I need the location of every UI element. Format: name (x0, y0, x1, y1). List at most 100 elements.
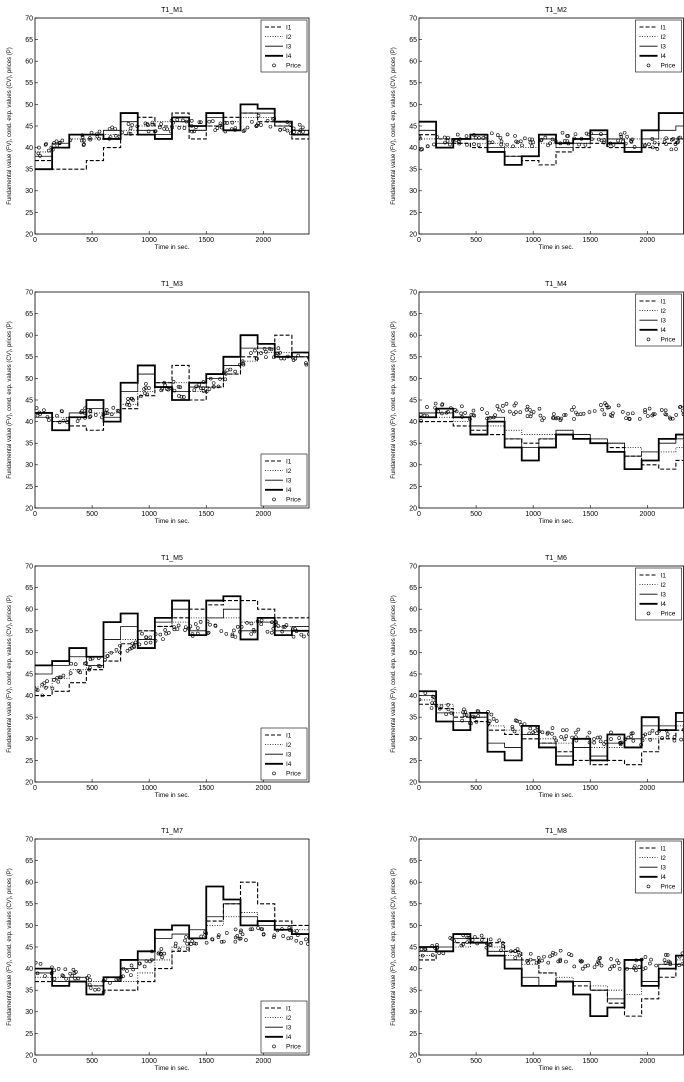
price-point (517, 719, 522, 724)
price-point (600, 407, 605, 412)
price-point (254, 356, 259, 361)
price-point (294, 938, 299, 943)
price-point (261, 932, 266, 936)
price-point (598, 956, 602, 960)
price-point (223, 377, 228, 382)
price-point (265, 118, 270, 123)
price-point (225, 368, 230, 372)
price-point (150, 122, 155, 127)
price-point (536, 956, 541, 960)
price-point (228, 367, 233, 372)
price-point (211, 381, 216, 385)
price-point (126, 396, 130, 401)
legend-marker (272, 771, 276, 776)
price-point (574, 730, 578, 735)
y-tick-label: 30 (25, 736, 33, 743)
price-point (495, 404, 500, 408)
price-point (148, 640, 153, 645)
price-point (534, 960, 539, 965)
price-point (192, 129, 196, 134)
panel-7: T1_M7 20 25 30 35 40 45 50 55 60 65 70 0 500 1000 1500 2… (7, 828, 310, 1072)
price-point (514, 410, 518, 414)
price-point (304, 361, 308, 365)
price-point (307, 356, 309, 360)
price-point (146, 123, 150, 128)
price-point (156, 951, 161, 956)
price-point (222, 120, 227, 125)
price-point (460, 404, 464, 409)
chart-title: T1_M7 (161, 828, 183, 835)
price-point (553, 139, 558, 144)
legend-label: I4 (661, 53, 667, 60)
price-point (465, 935, 469, 940)
price-point (610, 414, 614, 419)
price-point (233, 939, 238, 944)
plot-area (419, 112, 684, 166)
price-point (197, 382, 202, 387)
legend: I1 I2 I3 I4 Price (260, 1000, 308, 1054)
y-tick-label: 65 (409, 311, 417, 318)
price-point (586, 963, 590, 968)
price-point (153, 632, 158, 636)
price-point (213, 128, 218, 132)
price-point (111, 406, 116, 410)
price-point (471, 714, 475, 719)
price-point (114, 648, 119, 652)
x-tick-label: 500 (470, 511, 482, 518)
price-point (275, 928, 280, 933)
price-point (45, 415, 50, 419)
price-point (101, 978, 106, 983)
price-point (592, 965, 597, 969)
price-point (510, 727, 515, 731)
price-point (564, 734, 569, 738)
price-point (239, 625, 244, 629)
price-point (297, 122, 302, 127)
price-point (259, 123, 263, 127)
price-point (290, 627, 295, 632)
price-point (680, 408, 684, 413)
legend: I1 I2 I3 I4 Price (260, 19, 308, 73)
price-point (505, 142, 510, 147)
price-point (639, 958, 644, 962)
price-point (163, 628, 167, 632)
y-axis-label: Fundamental value (FV), cond. exp. value… (7, 868, 13, 1025)
x-tick-label: 1000 (141, 511, 157, 518)
price-point (639, 957, 644, 962)
price-point (464, 713, 469, 717)
price-point (625, 966, 629, 971)
price-point (276, 346, 281, 350)
price-point (425, 144, 430, 149)
price-point (430, 953, 435, 957)
price-point (488, 415, 493, 420)
price-point (238, 629, 242, 634)
price-point (533, 729, 537, 733)
price-point (676, 140, 681, 144)
price-point (219, 939, 224, 944)
price-point (434, 703, 439, 708)
price-point (55, 143, 60, 148)
price-point (652, 140, 657, 145)
price-point (219, 629, 224, 633)
price-point (520, 143, 524, 148)
price-point (475, 941, 479, 946)
price-point (286, 936, 291, 941)
y-tick-label: 40 (409, 419, 417, 426)
price-point (587, 132, 591, 137)
price-point (198, 620, 203, 624)
price-point (114, 977, 119, 982)
price-point (304, 362, 309, 367)
price-point (655, 731, 659, 735)
price-point (564, 959, 568, 964)
price-point (121, 974, 125, 979)
price-point (181, 118, 185, 123)
price-point (82, 142, 86, 147)
price-point (495, 133, 500, 137)
price-point (302, 634, 306, 639)
y-tick-label: 70 (25, 15, 33, 22)
price-point (208, 622, 212, 627)
price-point (171, 120, 175, 125)
price-point (438, 706, 442, 711)
price-point (511, 144, 515, 149)
price-point (489, 712, 494, 717)
price-point (129, 963, 134, 968)
